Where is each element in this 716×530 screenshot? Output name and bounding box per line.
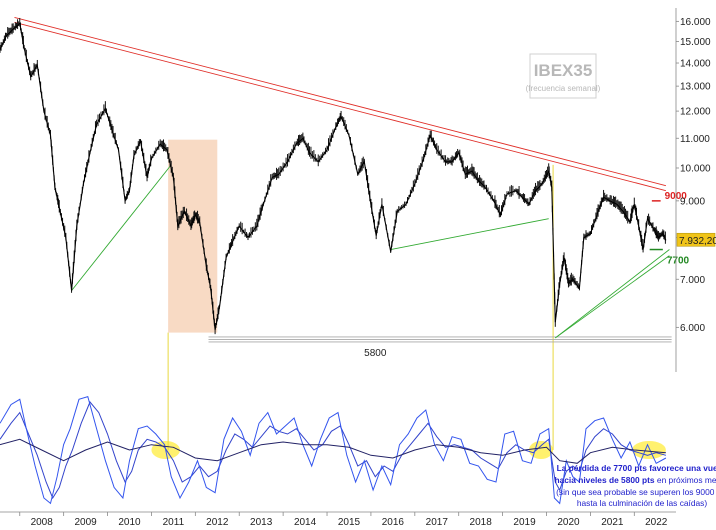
- y-tick-label: 12.000: [680, 107, 711, 118]
- x-tick-label: 2011: [163, 517, 185, 528]
- oscillator-series: [0, 395, 667, 505]
- resistance-line: [14, 17, 667, 187]
- annotation-line-4: hasta la culminación de las caídas): [577, 498, 708, 508]
- support-trendlines: [71, 164, 670, 339]
- annotation-line-1: La pérdida de 7700 pts favorece una vuel…: [557, 463, 716, 473]
- x-tick-label: 2022: [645, 517, 668, 528]
- annotation: La pérdida de 7700 pts favorece una vuel…: [554, 463, 716, 508]
- resistance-line: [14, 21, 667, 192]
- y-tick-label: 10.000: [680, 163, 711, 174]
- y-tick-label: 14.000: [680, 59, 711, 70]
- support-line: [555, 255, 670, 339]
- y-tick-label: 9.000: [680, 196, 705, 207]
- x-tick-label: 2020: [557, 517, 580, 528]
- highlight-band: [168, 139, 218, 333]
- x-tick-label: 2012: [206, 517, 229, 528]
- y-tick-label: 7.000: [680, 275, 705, 286]
- x-tick-label: 2021: [601, 517, 624, 528]
- watermark-title: IBEX35: [534, 61, 593, 80]
- oscillator-highlight: [528, 441, 554, 459]
- support-5800-label: 5800: [364, 348, 387, 359]
- last-price-box: [676, 232, 716, 247]
- y-tick-label: 15.000: [680, 37, 711, 48]
- y-tick-label: 11.000: [680, 134, 710, 145]
- y-tick-label: 13.000: [680, 82, 711, 93]
- support-5800-lines: [208, 336, 672, 343]
- annotation-line-2-bold: hacia niveles de 5800 pts: [554, 475, 654, 485]
- oscillator-line: [0, 401, 667, 500]
- last-price-label: 7.932,20: [679, 236, 716, 247]
- x-tick-label: 2013: [250, 517, 273, 528]
- x-tick-label: 2009: [74, 517, 97, 528]
- x-tick-label: 2016: [382, 517, 405, 528]
- resistance-trendlines: [14, 17, 667, 192]
- x-tick-label: 2014: [294, 517, 317, 528]
- support-line: [390, 218, 549, 250]
- x-tick-label: 2015: [338, 517, 361, 528]
- support-line: [71, 164, 172, 291]
- annotation-line-2: hacia niveles de 5800 pts en próximos me…: [554, 475, 716, 485]
- oscillator-highlight: [632, 441, 666, 459]
- x-tick-label: 2019: [513, 517, 536, 528]
- price-series: [0, 22, 667, 331]
- x-tick-label: 2008: [31, 517, 54, 528]
- x-tick-label: 2010: [118, 517, 141, 528]
- x-tick-label: 2017: [426, 517, 449, 528]
- y-tick-label: 16.000: [680, 17, 711, 28]
- support-line: [555, 249, 670, 339]
- annotation-line-2-rest: en próximos meses: [655, 475, 716, 485]
- watermark: IBEX35 (frecuencia semanal): [526, 53, 601, 99]
- x-tick-label: 2018: [470, 517, 493, 528]
- oscillator-line: [0, 395, 667, 505]
- x-axis: 2008 2009 2010 2011 2012 2013 2014 2015 2016 2017…: [19, 512, 668, 528]
- level-7700-label: 7700: [667, 256, 690, 267]
- y-tick-label: 6.000: [680, 323, 705, 334]
- watermark-subtitle: (frecuencia semanal): [526, 84, 601, 93]
- annotation-line-3: (sin que sea probable se superen los 900…: [556, 487, 716, 497]
- oscillator-line: [0, 438, 666, 464]
